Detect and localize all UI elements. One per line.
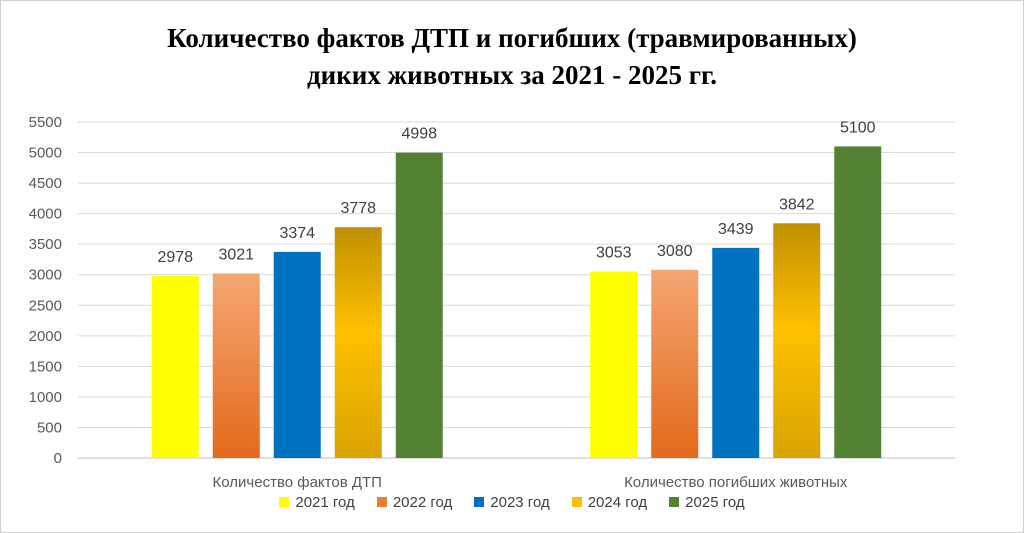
data-label: 3778 <box>340 200 376 217</box>
data-label: 3842 <box>779 196 815 213</box>
legend-swatch <box>376 497 387 507</box>
y-tick-label: 2500 <box>29 297 62 314</box>
data-label: 3053 <box>596 244 632 261</box>
bar-2021-год-cat-1 <box>590 271 638 458</box>
y-axis-tick-labels: 0 500 1000 1500 2000 2500 3000 3500 4000 4500 5000… <box>29 114 62 467</box>
legend-label: 2024 год <box>587 493 648 511</box>
category-labels: Количество фактов ДТП Количество погибших… <box>213 474 848 491</box>
data-label: 3374 <box>279 225 315 242</box>
category-label: Количество фактов ДТП <box>213 474 382 491</box>
legend-swatch <box>279 497 290 507</box>
bar-2025-год-cat-1 <box>834 146 882 458</box>
data-label: 3439 <box>718 221 754 238</box>
legend-swatch <box>669 497 680 507</box>
legend-label: 2021 год <box>295 493 355 511</box>
y-tick-label: 5500 <box>29 114 62 131</box>
legend-swatch <box>571 497 582 507</box>
legend-label: 2023 год <box>490 493 550 511</box>
y-tick-label: 3500 <box>29 236 62 253</box>
y-tick-label: 4500 <box>29 175 62 192</box>
chart-title-line1: Количество фактов ДТП и погибших (травми… <box>167 23 857 53</box>
chart-title: Количество фактов ДТП и погибших (травми… <box>0 20 1024 94</box>
y-tick-label: 3000 <box>29 267 62 284</box>
legend-item: 2024 год <box>571 493 648 511</box>
category-label: Количество погибших животных <box>624 474 848 491</box>
bar-2022-год-cat-1 <box>651 269 699 458</box>
bars <box>151 146 882 458</box>
data-label: 3021 <box>218 246 254 263</box>
legend-item: 2023 год <box>474 493 550 511</box>
legend-label: 2025 год <box>685 493 745 511</box>
bar-2025-год-cat-0 <box>395 152 443 458</box>
data-label: 2978 <box>157 249 193 266</box>
data-label: 5100 <box>840 119 876 136</box>
y-tick-label: 1500 <box>29 358 62 375</box>
gridlines <box>78 121 955 459</box>
legend-item: 2021 год <box>279 493 355 511</box>
y-tick-label: 500 <box>37 419 62 436</box>
legend: 2021 год 2022 год 2023 год 2024 год 2025 год <box>0 492 1024 512</box>
bar-2023-год-cat-0 <box>273 251 321 458</box>
legend-swatch <box>474 497 485 507</box>
bar-2024-год-cat-1 <box>773 223 821 458</box>
y-tick-label: 2000 <box>29 328 62 345</box>
y-tick-label: 5000 <box>29 145 62 162</box>
y-tick-label: 4000 <box>29 206 62 223</box>
legend-item: 2022 год <box>376 493 453 511</box>
bar-2021-год-cat-0 <box>151 276 199 458</box>
legend-item: 2025 год <box>669 493 745 511</box>
y-tick-label: 0 <box>54 450 62 467</box>
data-label: 4998 <box>401 126 437 143</box>
data-label: 3080 <box>657 243 693 260</box>
bar-2024-год-cat-0 <box>334 227 382 458</box>
bar-2023-год-cat-1 <box>712 247 760 458</box>
bar-2022-год-cat-0 <box>212 273 260 458</box>
y-tick-label: 1000 <box>29 389 62 406</box>
chart-title-line2: диких животных за 2021 - 2025 гг. <box>307 60 717 90</box>
data-labels: 2978 3021 3374 3778 4998 3053 3080 3439 3842 5100 <box>157 119 875 266</box>
legend-label: 2022 год <box>392 493 453 511</box>
